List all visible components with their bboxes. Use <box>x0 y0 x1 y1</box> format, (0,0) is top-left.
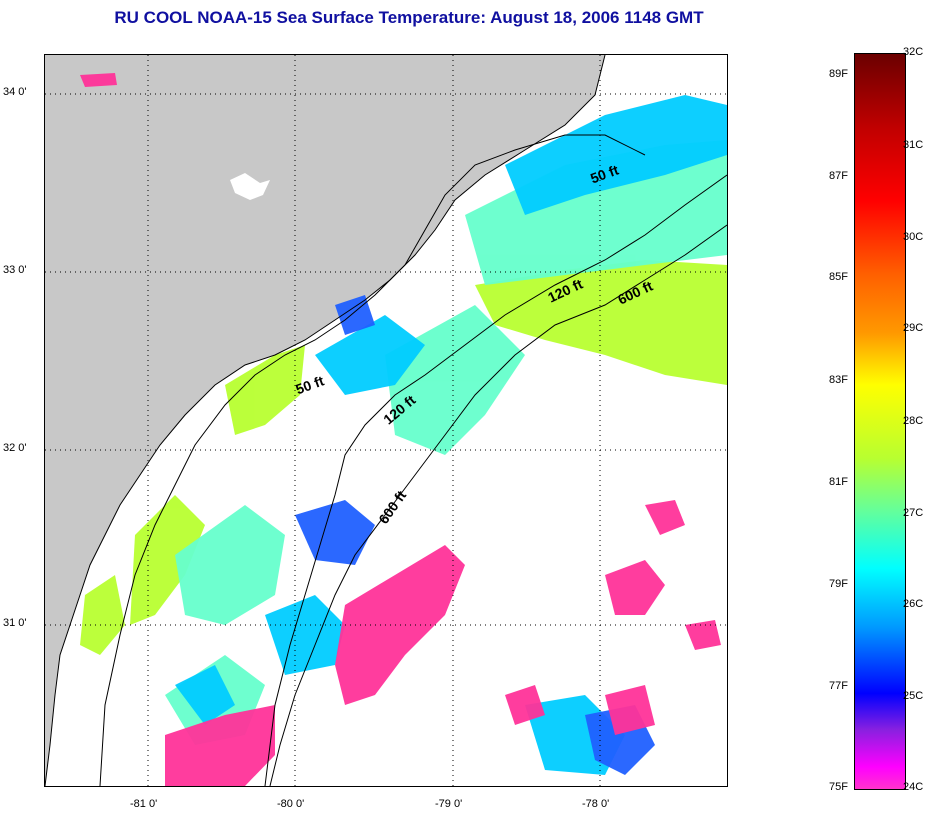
sst-cool-areas <box>175 95 727 775</box>
cb-c-30: 30C <box>903 231 924 243</box>
cb-c-29: 29C <box>903 322 924 334</box>
cb-c-25: 25C <box>903 690 924 702</box>
cb-c-27: 27C <box>903 507 924 519</box>
cb-c-31: 31C <box>903 139 924 151</box>
sst-map[interactable]: 50 ft 120 ft 600 ft 50 ft 120 ft 600 ft <box>44 54 728 787</box>
cb-f-77: 77F <box>829 680 848 692</box>
contour-120ft <box>264 174 727 786</box>
cb-f-81: 81F <box>829 476 848 488</box>
land-mass <box>45 55 605 786</box>
map-title: RU COOL NOAA-15 Sea Surface Temperature:… <box>114 8 704 27</box>
temperature-colorbar <box>854 53 906 790</box>
cb-f-83: 83F <box>829 374 848 386</box>
cb-f-75: 75F <box>829 781 848 793</box>
coastline <box>45 55 606 786</box>
y-tick-33: 33 0' <box>3 264 27 276</box>
sst-map-canvas: 50 ft 120 ft 600 ft 50 ft 120 ft 600 ft <box>45 55 727 786</box>
cb-f-87: 87F <box>829 170 848 182</box>
inland-patch <box>230 173 270 200</box>
cb-f-85: 85F <box>829 271 848 283</box>
x-tick-79: -79 0' <box>435 798 463 810</box>
y-tick-31: 31 0' <box>3 617 27 629</box>
cb-c-24: 24C <box>903 781 924 793</box>
y-tick-34: 34 0' <box>3 86 27 98</box>
cb-c-28: 28C <box>903 415 924 427</box>
x-tick-80: -80 0' <box>277 798 305 810</box>
cb-c-26: 26C <box>903 598 924 610</box>
x-tick-81: -81 0' <box>130 798 158 810</box>
cb-f-89: 89F <box>829 68 848 80</box>
graticule <box>45 55 727 786</box>
contour-600ft <box>269 224 727 786</box>
x-tick-78: -78 0' <box>582 798 610 810</box>
cb-f-79: 79F <box>829 578 848 590</box>
cb-c-32: 32C <box>903 46 924 58</box>
contour-label-600-south: 600 ft <box>375 487 409 526</box>
y-tick-32: 32 0' <box>3 442 27 454</box>
sst-warm-areas <box>80 260 727 655</box>
contour-50ft <box>99 134 646 786</box>
